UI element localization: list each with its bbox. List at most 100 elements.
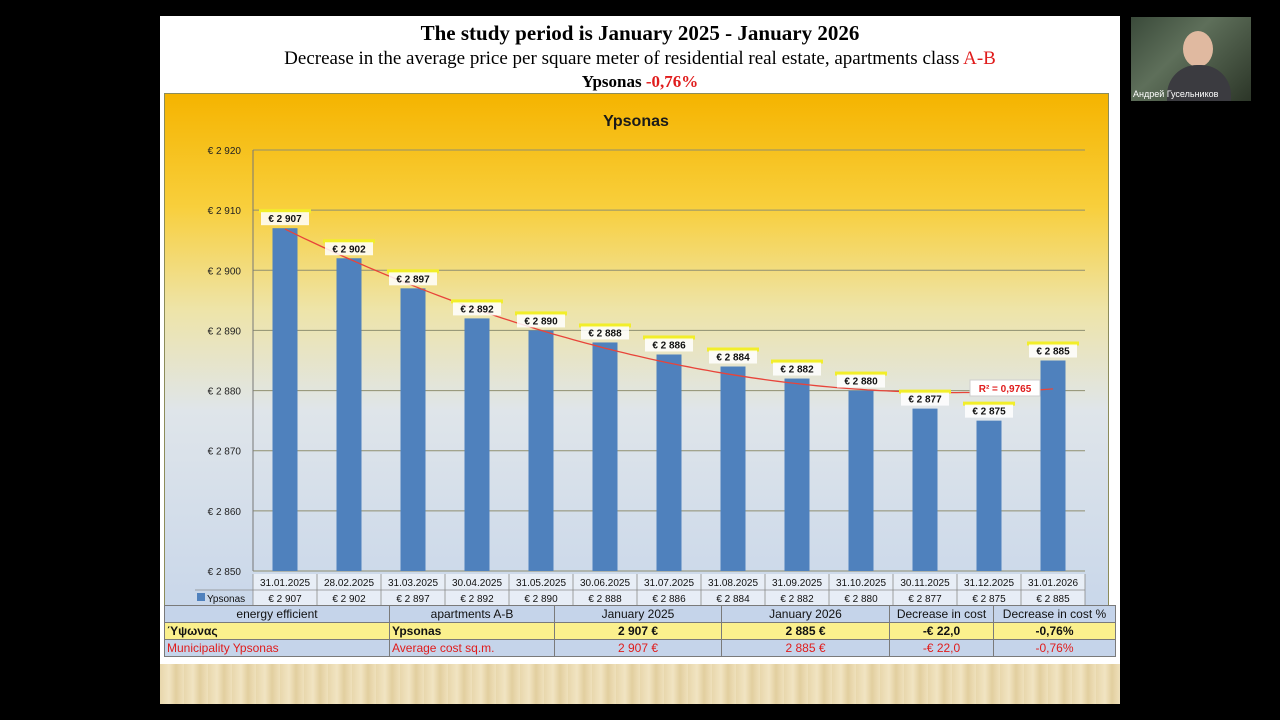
presentation-slide: The study period is January 2025 - Janua…: [160, 16, 1120, 704]
data-label: € 2 897: [396, 274, 430, 285]
table-cell: Decrease in cost: [889, 605, 994, 623]
table-cell: apartments A-B: [389, 605, 555, 623]
data-label-bg: [965, 404, 1013, 418]
bar: [272, 228, 298, 571]
table-cell: January 2025: [554, 605, 722, 623]
data-label-bg: [453, 302, 501, 316]
data-label: € 2 888: [588, 328, 622, 339]
webcam-thumbnail: Андрей Гусельников: [1131, 17, 1251, 101]
data-label-bg: [773, 362, 821, 376]
table-row: Municipality Ypsonas Average cost sq.m. 2 …: [164, 639, 1116, 657]
table-cell: Municipality Ypsonas: [164, 639, 390, 657]
data-label-bg: [645, 338, 693, 352]
data-label-bg: [325, 242, 373, 256]
data-label-bg: [517, 314, 565, 328]
x-table-value: € 2 877: [908, 594, 942, 605]
summary-name: Ypsonas: [581, 72, 642, 91]
data-label-highlight: [323, 239, 375, 244]
bar: [1040, 360, 1066, 571]
data-label-highlight: [771, 359, 823, 364]
x-table-value: € 2 888: [588, 594, 622, 605]
summary-table: energy efficient apartments A-B January 20…: [164, 605, 1116, 657]
x-table-value: € 2 884: [716, 594, 750, 605]
data-label: € 2 877: [908, 395, 942, 406]
data-label: € 2 886: [652, 340, 686, 351]
bar: [912, 408, 938, 571]
data-label-highlight: [387, 269, 439, 274]
y-tick-label: € 2 910: [208, 206, 242, 217]
y-tick-label: € 2 880: [208, 387, 242, 398]
bar: [592, 342, 618, 571]
x-tick-label: 30.06.2025: [580, 578, 630, 589]
data-label-bg: [1029, 344, 1077, 358]
x-tick-label: 31.08.2025: [708, 578, 758, 589]
data-label-highlight: [515, 311, 567, 316]
legend-label: Ypsonas: [207, 594, 245, 605]
x-tick-label: 31.12.2025: [964, 578, 1014, 589]
data-label-bg: [837, 374, 885, 388]
table-cell: Ypsonas: [389, 622, 555, 640]
x-tick-label: 30.04.2025: [452, 578, 502, 589]
table-cell: 2 885 €: [721, 639, 890, 657]
table-cell: Decrease in cost %: [993, 605, 1116, 623]
data-label: € 2 890: [524, 316, 558, 327]
x-table-value: € 2 882: [780, 594, 814, 605]
chart-area: Ypsonas € 2 850 € 2 860 € 2 870 € 2 880 € 2 8…: [164, 93, 1109, 607]
x-table-value: € 2 902: [332, 594, 366, 605]
data-label: € 2 885: [1036, 347, 1070, 358]
data-label: € 2 882: [780, 365, 814, 376]
r2-label: R² = 0,9765: [979, 384, 1032, 395]
decorative-strip: [160, 664, 1120, 704]
y-tick-label: € 2 920: [208, 146, 242, 157]
x-table-value: € 2 885: [1036, 594, 1070, 605]
presenter-name: Андрей Гусельников: [1133, 89, 1219, 99]
bar: [784, 378, 810, 571]
table-header-row: energy efficient apartments A-B January 20…: [164, 605, 1116, 623]
subtitle-class: A-B: [963, 48, 996, 69]
y-tick-label: € 2 850: [208, 567, 242, 578]
data-label-highlight: [1027, 341, 1079, 346]
table-cell: Average cost sq.m.: [389, 639, 555, 657]
data-label-highlight: [899, 389, 951, 394]
data-label-highlight: [579, 323, 631, 328]
data-label-bg: [709, 350, 757, 364]
table-cell: -€ 22,0: [889, 639, 994, 657]
data-label: € 2 884: [716, 353, 750, 364]
presenter-head: [1183, 31, 1213, 67]
x-tick-label: 31.03.2025: [388, 578, 438, 589]
data-label-bg: [901, 392, 949, 406]
data-label-highlight: [259, 209, 311, 214]
data-label: € 2 892: [460, 304, 494, 315]
x-table-value: € 2 892: [460, 594, 494, 605]
data-label-highlight: [643, 335, 695, 340]
table-cell: January 2026: [721, 605, 890, 623]
table-cell: -0,76%: [993, 639, 1116, 657]
table-cell: -0,76%: [993, 622, 1116, 640]
y-tick-label: € 2 890: [208, 326, 242, 337]
x-table-value: € 2 890: [524, 594, 558, 605]
bar: [720, 366, 746, 571]
x-table-value: € 2 907: [268, 594, 302, 605]
x-table-value: € 2 880: [844, 594, 878, 605]
x-tick-label: 31.01.2026: [1028, 578, 1078, 589]
bar-chart: Ypsonas € 2 850 € 2 860 € 2 870 € 2 880 € 2 8…: [195, 113, 1086, 606]
y-tick-label: € 2 870: [208, 447, 242, 458]
bar: [528, 330, 554, 571]
x-table-value: € 2 875: [972, 594, 1006, 605]
data-label-highlight: [707, 347, 759, 352]
subtitle-text: Decrease in the average price per square…: [284, 48, 964, 69]
bar: [464, 318, 490, 571]
x-tick-label: 31.05.2025: [516, 578, 566, 589]
table-cell: Ύψωνας: [164, 622, 390, 640]
x-table-value: € 2 897: [396, 594, 430, 605]
data-label: € 2 902: [332, 244, 366, 255]
data-label-bg: [581, 326, 629, 340]
slide-subtitle: Decrease in the average price per square…: [160, 48, 1120, 70]
data-label-bg: [261, 212, 309, 226]
x-tick-label: 31.09.2025: [772, 578, 822, 589]
bar: [656, 354, 682, 571]
data-label-highlight: [963, 401, 1015, 406]
data-label-highlight: [451, 299, 503, 304]
slide-title: The study period is January 2025 - Janua…: [420, 21, 860, 45]
x-tick-label: 28.02.2025: [324, 578, 374, 589]
